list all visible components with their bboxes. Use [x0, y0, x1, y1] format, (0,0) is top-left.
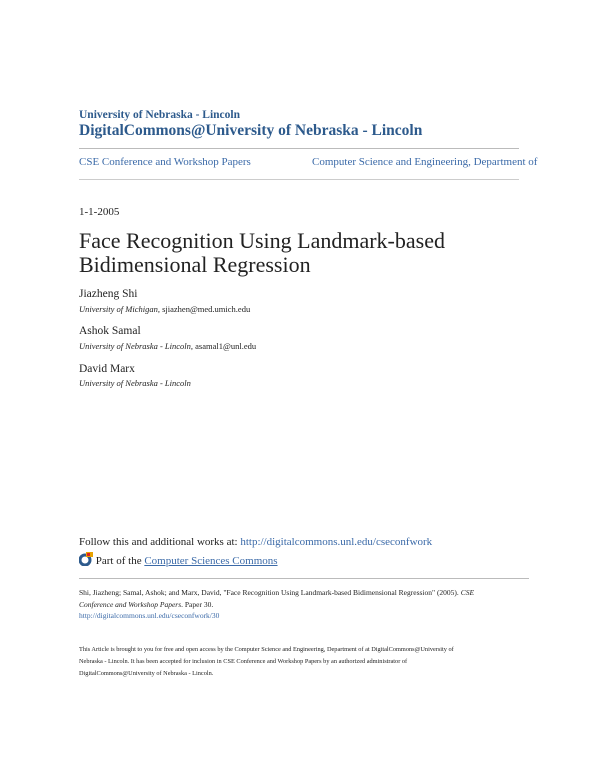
citation-url-link[interactable]: http://digitalcommons.unl.edu/cseconfwor…	[79, 611, 220, 620]
publication-date: 1-1-2005	[79, 206, 120, 218]
computer-sciences-commons-link[interactable]: Computer Sciences Commons	[144, 555, 278, 567]
follow-line: Follow this and additional works at: htt…	[79, 536, 432, 548]
repository-name[interactable]: DigitalCommons@University of Nebraska - …	[79, 122, 423, 139]
paper-title: Face Recognition Using Landmark-based Bi…	[79, 229, 445, 277]
citation-text: . Paper 30.	[181, 599, 214, 609]
affiliation: University of Nebraska - Lincoln	[79, 378, 191, 388]
citation-venue: CSE	[460, 588, 475, 597]
author-name: Jiazheng Shi	[79, 288, 138, 300]
author-affiliation: University of Michigan, sjiazhen@med.umi…	[79, 304, 251, 314]
part-of-text: Part of the	[95, 555, 145, 567]
author-name: Ashok Samal	[79, 325, 141, 337]
title-line: Bidimensional Regression	[79, 252, 311, 277]
citation-text: Shi, Jiazheng; Samal, Ashok; and Marx, D…	[79, 588, 461, 597]
title-line: Face Recognition Using Landmark-based	[79, 228, 445, 253]
institution-name: University of Nebraska - Lincoln	[79, 109, 240, 121]
divider	[79, 148, 519, 149]
author-affiliation: University of Nebraska - Lincoln, asamal…	[79, 341, 257, 351]
commons-network-icon	[78, 552, 93, 567]
divider	[79, 578, 529, 579]
citation: Shi, Jiazheng; Samal, Ashok; and Marx, D…	[79, 587, 474, 622]
department-link[interactable]: Computer Science and Engineering, Depart…	[312, 156, 538, 168]
affiliation: University of Michigan	[79, 304, 158, 314]
affiliation: University of Nebraska - Lincoln	[79, 341, 191, 351]
author-name: David Marx	[79, 363, 135, 375]
citation-venue: Conference and Workshop Papers	[79, 599, 182, 609]
footer-line: DigitalCommons@University of Nebraska - …	[79, 670, 214, 677]
author-email: sjiazhen@med.umich.edu	[162, 304, 251, 314]
series-link[interactable]: CSE Conference and Workshop Papers	[79, 156, 251, 168]
author-affiliation: University of Nebraska - Lincoln	[79, 378, 191, 388]
author-email: asamal1@unl.edu	[195, 341, 257, 351]
footer-notice: This Article is brought to you for free …	[79, 644, 454, 680]
footer-line: This Article is brought to you for free …	[79, 646, 454, 653]
footer-line: Nebraska - Lincoln. It has been accepted…	[79, 658, 408, 665]
collection-url-link[interactable]: http://digitalcommons.unl.edu/cseconfwor…	[240, 536, 433, 548]
part-of-line: Part of the Computer Sciences Commons	[78, 552, 278, 567]
divider	[79, 179, 519, 180]
follow-text: Follow this and additional works at:	[79, 536, 241, 548]
